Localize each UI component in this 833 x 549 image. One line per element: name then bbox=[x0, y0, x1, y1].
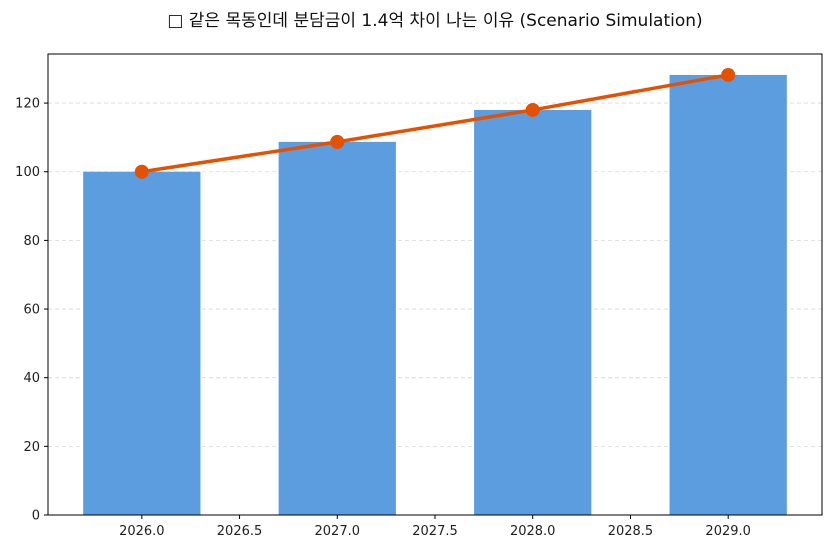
x-tick-label: 2026.5 bbox=[217, 524, 263, 539]
y-tick-label: 60 bbox=[23, 303, 40, 318]
y-tick-label: 0 bbox=[32, 509, 40, 524]
x-tick-label: 2027.0 bbox=[315, 524, 361, 539]
chart-title: □ 같은 목동인데 분담금이 1.4억 차이 나는 이유 (Scenario S… bbox=[167, 11, 703, 31]
bar bbox=[474, 109, 592, 515]
series-line bbox=[141, 73, 729, 174]
x-tick-label: 2026.0 bbox=[119, 524, 165, 539]
y-tick-label: 100 bbox=[15, 165, 40, 180]
bar bbox=[669, 74, 787, 516]
data-point bbox=[134, 164, 149, 179]
data-point bbox=[525, 102, 540, 117]
data-point bbox=[721, 67, 736, 82]
y-tick-label: 20 bbox=[23, 440, 40, 455]
x-tick-label: 2028.0 bbox=[510, 524, 556, 539]
y-tick-label: 120 bbox=[15, 97, 40, 112]
bar bbox=[83, 171, 201, 515]
x-tick-label: 2027.5 bbox=[412, 524, 458, 539]
data-point bbox=[330, 134, 345, 149]
x-tick-label: 2028.5 bbox=[608, 524, 654, 539]
y-tick-label: 40 bbox=[23, 371, 40, 386]
bar bbox=[278, 141, 396, 515]
x-tick-label: 2029.0 bbox=[705, 524, 751, 539]
y-tick-label: 80 bbox=[23, 234, 40, 249]
